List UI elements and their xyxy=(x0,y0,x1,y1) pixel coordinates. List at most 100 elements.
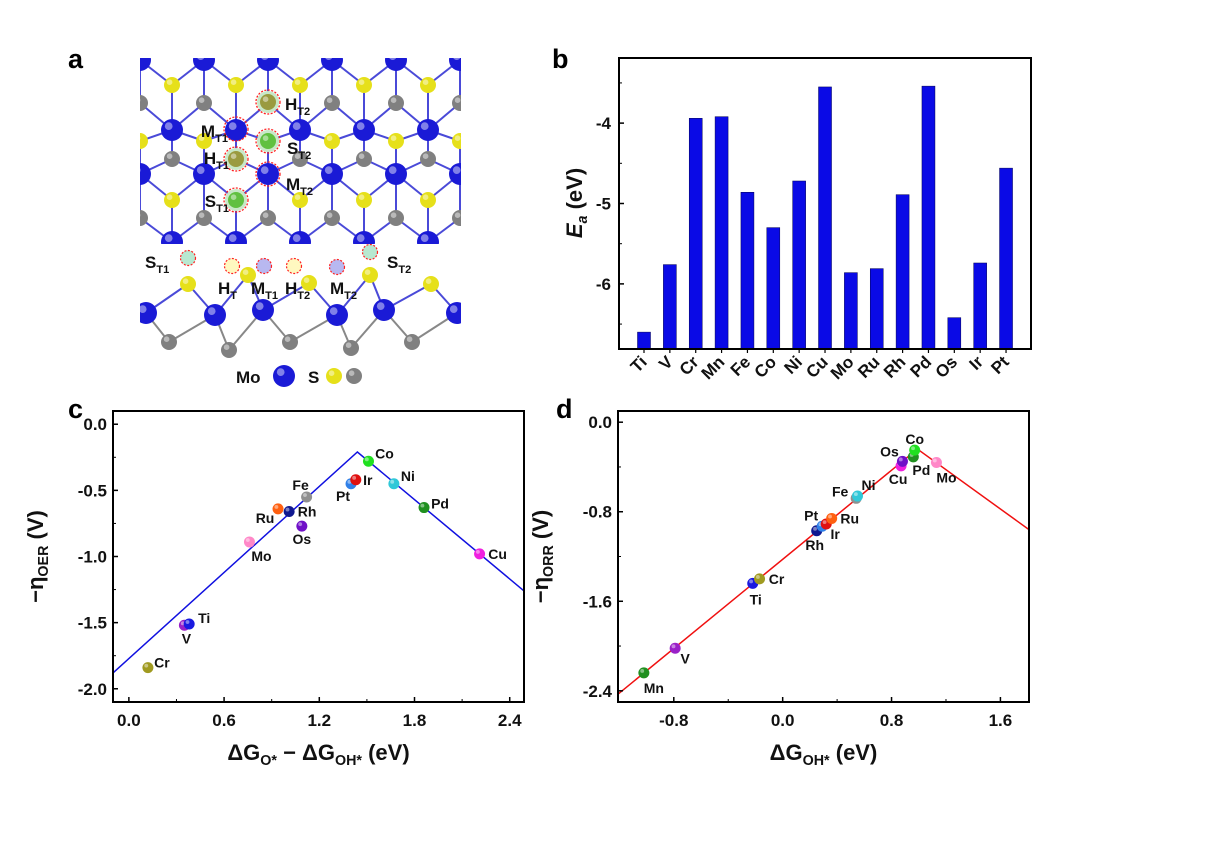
mo-atom-highlight xyxy=(324,166,333,174)
text-segment: − ΔG xyxy=(277,740,335,765)
s-atom-bottom xyxy=(292,151,308,167)
site-label: MT2 xyxy=(286,175,313,198)
s-atom-top-highlight xyxy=(422,194,429,200)
s-atom-bottom-highlight xyxy=(454,97,461,103)
s-atom-top-highlight xyxy=(198,135,205,141)
mo-atom-highlight xyxy=(255,302,264,310)
data-point-Mo-highlight xyxy=(245,538,250,542)
subscript: OER xyxy=(36,545,52,577)
data-point-Rh-highlight xyxy=(813,526,817,531)
bar-Mn xyxy=(714,116,729,350)
point-label-V: V xyxy=(182,630,192,646)
y-tick-label: -2.4 xyxy=(583,682,613,701)
site-label: MT1 xyxy=(251,279,278,302)
side-site xyxy=(361,244,379,261)
s-atom-bottom-highlight xyxy=(390,212,397,218)
point-label-Cu: Cu xyxy=(488,546,507,562)
data-point-Rh-highlight xyxy=(285,507,290,512)
y-tick-label: 0.0 xyxy=(588,413,612,432)
y-tick-label: -2.0 xyxy=(78,680,107,699)
s-atom-bottom xyxy=(420,151,436,167)
x-tick-label: Os xyxy=(932,352,961,381)
mo-atom-highlight xyxy=(356,122,365,130)
s-atom-bottom xyxy=(161,334,177,350)
x-tick-label: Mn xyxy=(698,352,729,383)
text-segment: S xyxy=(205,192,216,211)
y-tick-label: -1.5 xyxy=(78,614,107,633)
point-label-Ir: Ir xyxy=(831,526,841,542)
point-label-Ir: Ir xyxy=(363,472,373,488)
subscript: T2 xyxy=(300,186,313,198)
s-atom-bottom-highlight xyxy=(223,344,230,351)
mo-atom-highlight xyxy=(207,307,216,315)
data-point-Mn xyxy=(638,667,650,679)
mo-atom-highlight xyxy=(329,307,338,315)
data-point-Ru-highlight xyxy=(274,505,279,509)
s-atom-bottom xyxy=(452,210,461,226)
data-point-Mo xyxy=(930,456,942,468)
data-point-Ni-highlight xyxy=(390,479,395,484)
site-ring xyxy=(255,128,281,154)
s-atom-top xyxy=(420,77,436,93)
mo-atom-highlight xyxy=(140,305,147,313)
x-tick-label: 0.0 xyxy=(771,711,795,730)
s-atom-top-highlight xyxy=(294,194,301,200)
mo-atom xyxy=(326,304,348,326)
point-label-Rh: Rh xyxy=(805,537,824,553)
data-point-Co-highlight xyxy=(364,457,369,462)
mo-atom-highlight xyxy=(453,58,461,60)
subscript: T2 xyxy=(398,264,411,276)
point-label-Cr: Cr xyxy=(154,655,170,671)
text-segment: (eV) xyxy=(562,168,587,216)
s-atom-top xyxy=(292,77,308,93)
s-atom-top-highlight xyxy=(422,79,429,85)
point-label-Cu: Cu xyxy=(889,471,908,487)
site-label: ST2 xyxy=(387,253,411,276)
mo-atom-highlight xyxy=(140,58,141,59)
x-axis-label: ΔGO* − ΔGOH* (eV) xyxy=(227,740,409,769)
data-point-Cr-highlight xyxy=(144,663,149,668)
data-point-Ru xyxy=(826,512,838,524)
s-atom-top-highlight xyxy=(390,135,397,141)
subscript: T1 xyxy=(156,264,169,276)
s-atom-top-highlight xyxy=(166,79,173,85)
x-tick-label: Co xyxy=(751,352,780,381)
bar-Cu xyxy=(818,86,832,350)
subscript: O* xyxy=(260,753,277,769)
data-point-Cr-highlight xyxy=(755,575,760,579)
s-atom-bottom xyxy=(196,210,212,226)
s-atom-bottom xyxy=(343,340,359,356)
data-point-Co xyxy=(909,444,921,456)
data-point-Pd xyxy=(418,502,430,514)
y-axis-label: Ea (eV) xyxy=(562,168,591,238)
data-point-Os xyxy=(296,520,308,532)
x-axis-label: ΔGOH* (eV) xyxy=(770,740,878,769)
s-atom-bottom-highlight xyxy=(284,336,291,343)
point-label-Mo: Mo xyxy=(936,469,956,485)
text-segment: M xyxy=(330,279,344,298)
data-point-Cu-highlight xyxy=(475,550,480,554)
mo-atom xyxy=(161,119,183,141)
x-tick-label: Cr xyxy=(676,352,703,379)
subscript: T1 xyxy=(216,160,229,172)
x-tick-label: Pt xyxy=(987,352,1013,378)
legend-s-bottom-atom xyxy=(346,368,362,384)
mo-atom xyxy=(385,163,407,185)
s-atom-bottom-highlight xyxy=(166,153,173,159)
subscript: T xyxy=(230,290,237,302)
data-point-Ir-highlight xyxy=(822,520,827,525)
legend-s-label: S xyxy=(308,368,319,387)
data-point-Ni-highlight xyxy=(853,492,858,497)
mo-atom xyxy=(449,163,461,185)
mo-atom-highlight xyxy=(452,166,461,174)
mo-atom xyxy=(193,58,215,71)
text-segment: ΔG xyxy=(770,740,803,765)
s-atom-bottom-highlight xyxy=(390,97,397,103)
mo-atom-highlight xyxy=(420,122,429,130)
x-tick-label: Ti xyxy=(627,352,651,376)
point-label-V: V xyxy=(680,650,690,666)
adsorption-site-highlight xyxy=(230,153,237,159)
subscript: T2 xyxy=(297,290,310,302)
text-segment: H xyxy=(218,279,230,298)
